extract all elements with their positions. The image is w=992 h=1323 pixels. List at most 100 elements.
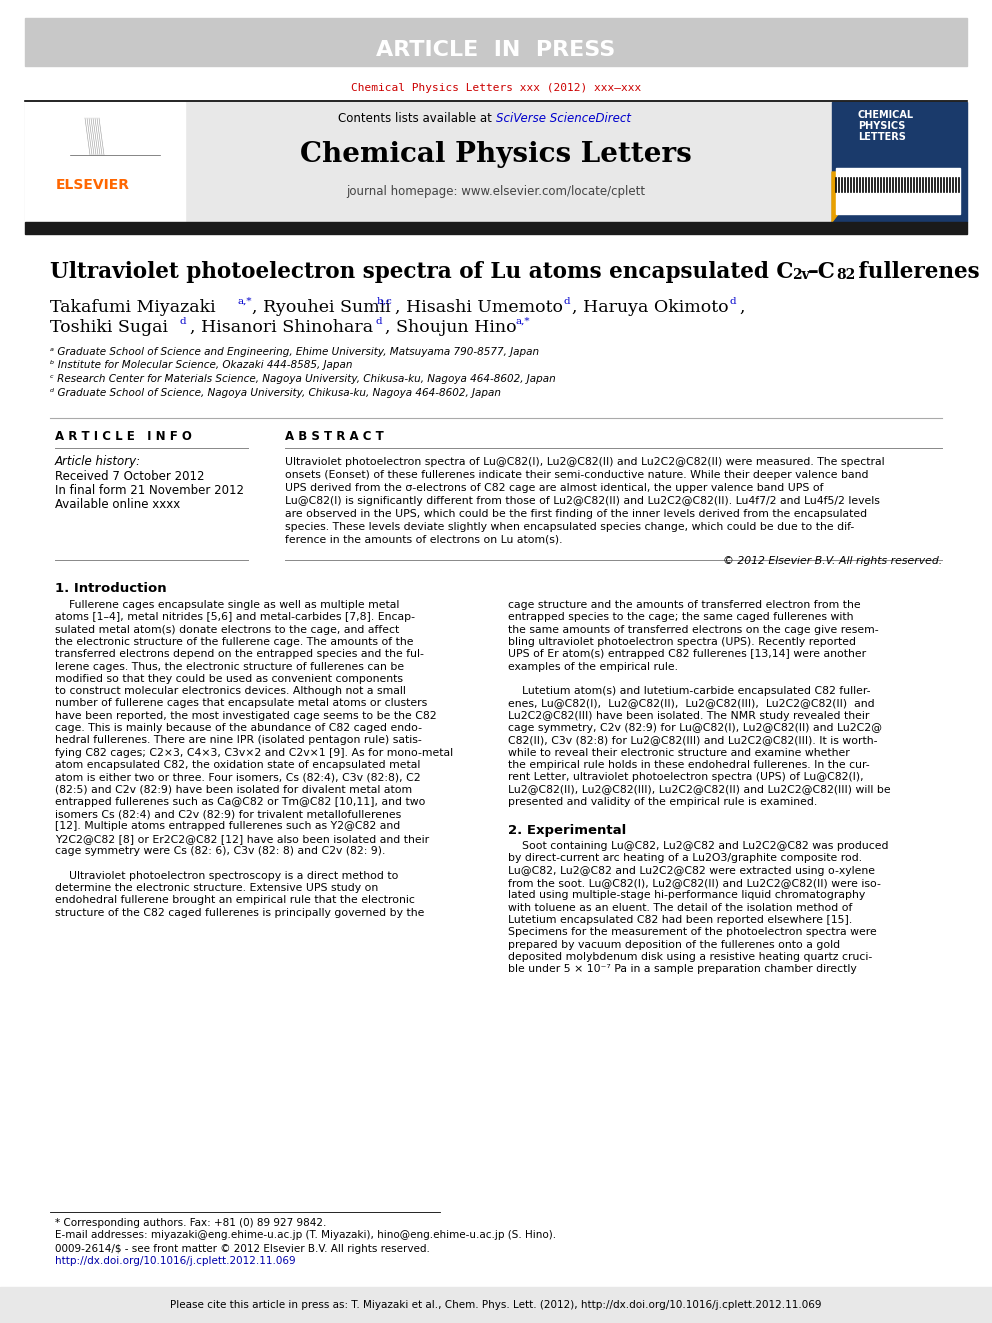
Text: –C: –C — [808, 261, 836, 283]
Text: Chemical Physics Letters: Chemical Physics Letters — [301, 142, 691, 168]
Text: are observed in the UPS, which could be the first finding of the inner levels de: are observed in the UPS, which could be … — [285, 509, 867, 519]
Text: Lu@C82(I) is significantly different from those of Lu2@C82(II) and Lu2C2@C82(II): Lu@C82(I) is significantly different fro… — [285, 496, 880, 505]
Text: endohedral fullerene brought an empirical rule that the electronic: endohedral fullerene brought an empirica… — [55, 896, 415, 905]
Text: ference in the amounts of electrons on Lu atom(s).: ference in the amounts of electrons on L… — [285, 534, 562, 545]
Text: Ultraviolet photoelectron spectroscopy is a direct method to: Ultraviolet photoelectron spectroscopy i… — [55, 871, 399, 881]
Text: Lutetium atom(s) and lutetium-carbide encapsulated C82 fuller-: Lutetium atom(s) and lutetium-carbide en… — [508, 687, 871, 696]
Text: Lutetium encapsulated C82 had been reported elsewhere [15].: Lutetium encapsulated C82 had been repor… — [508, 916, 852, 925]
Text: determine the electronic structure. Extensive UPS study on: determine the electronic structure. Exte… — [55, 882, 378, 893]
Text: deposited molybdenum disk using a resistive heating quartz cruci-: deposited molybdenum disk using a resist… — [508, 951, 872, 962]
Text: cage. This is mainly because of the abundance of C82 caged endo-: cage. This is mainly because of the abun… — [55, 722, 422, 733]
Text: d: d — [180, 316, 186, 325]
Text: * Corresponding authors. Fax: +81 (0) 89 927 9842.: * Corresponding authors. Fax: +81 (0) 89… — [55, 1218, 326, 1228]
Text: hedral fullerenes. There are nine IPR (isolated pentagon rule) satis-: hedral fullerenes. There are nine IPR (i… — [55, 736, 422, 745]
Text: d: d — [730, 296, 737, 306]
Text: number of fullerene cages that encapsulate metal atoms or clusters: number of fullerene cages that encapsula… — [55, 699, 428, 708]
Text: prepared by vacuum deposition of the fullerenes onto a gold: prepared by vacuum deposition of the ful… — [508, 939, 840, 950]
Text: cage structure and the amounts of transferred electron from the: cage structure and the amounts of transf… — [508, 601, 861, 610]
Text: E-mail addresses: miyazaki@eng.ehime-u.ac.jp (T. Miyazaki), hino@eng.ehime-u.ac.: E-mail addresses: miyazaki@eng.ehime-u.a… — [55, 1230, 557, 1240]
Text: modified so that they could be used as convenient components: modified so that they could be used as c… — [55, 673, 403, 684]
Text: Soot containing Lu@C82, Lu2@C82 and Lu2C2@C82 was produced: Soot containing Lu@C82, Lu2@C82 and Lu2C… — [508, 841, 889, 851]
Text: UPS of Er atom(s) entrapped C82 fullerenes [13,14] were another: UPS of Er atom(s) entrapped C82 fulleren… — [508, 650, 866, 659]
Text: onsets (Eonset) of these fullerenes indicate their semi-conductive nature. While: onsets (Eonset) of these fullerenes indi… — [285, 470, 869, 480]
Text: In final form 21 November 2012: In final form 21 November 2012 — [55, 483, 244, 496]
Bar — [836, 168, 960, 214]
Text: Available online xxxx: Available online xxxx — [55, 497, 181, 511]
Text: cage symmetry were Cs (82: 6), C3v (82: 8) and C2v (82: 9).: cage symmetry were Cs (82: 6), C3v (82: … — [55, 845, 385, 856]
Polygon shape — [832, 172, 870, 222]
Text: have been reported, the most investigated cage seems to be the C82: have been reported, the most investigate… — [55, 710, 436, 721]
Text: a,*: a,* — [515, 316, 530, 325]
Text: cage symmetry, C2v (82:9) for Lu@C82(I), Lu2@C82(II) and Lu2C2@: cage symmetry, C2v (82:9) for Lu@C82(I),… — [508, 722, 882, 733]
Text: atom is either two or three. Four isomers, Cs (82:4), C3v (82:8), C2: atom is either two or three. Four isomer… — [55, 773, 421, 782]
Text: , Hisashi Umemoto: , Hisashi Umemoto — [395, 299, 563, 315]
Bar — [25, 19, 967, 66]
Text: examples of the empirical rule.: examples of the empirical rule. — [508, 662, 678, 672]
Text: isomers Cs (82:4) and C2v (82:9) for trivalent metallofullerenes: isomers Cs (82:4) and C2v (82:9) for tri… — [55, 810, 401, 819]
Text: atoms [1–4], metal nitrides [5,6] and metal-carbides [7,8]. Encap-: atoms [1–4], metal nitrides [5,6] and me… — [55, 613, 415, 622]
Text: entrapped species to the cage; the same caged fullerenes with: entrapped species to the cage; the same … — [508, 613, 853, 622]
Text: , Haruya Okimoto: , Haruya Okimoto — [572, 299, 729, 315]
Text: 2. Experimental: 2. Experimental — [508, 824, 626, 836]
Text: Takafumi Miyazaki: Takafumi Miyazaki — [50, 299, 215, 315]
Bar — [0, 1287, 992, 1323]
Text: bling ultraviolet photoelectron spectra (UPS). Recently reported: bling ultraviolet photoelectron spectra … — [508, 636, 856, 647]
Text: C82(II), C3v (82:8) for Lu2@C82(III) and Lu2C2@C82(III). It is worth-: C82(II), C3v (82:8) for Lu2@C82(III) and… — [508, 736, 878, 745]
Text: LETTERS: LETTERS — [858, 132, 906, 142]
Text: rent Letter, ultraviolet photoelectron spectra (UPS) of Lu@C82(I),: rent Letter, ultraviolet photoelectron s… — [508, 773, 864, 782]
Text: Lu@C82, Lu2@C82 and Lu2C2@C82 were extracted using o-xylene: Lu@C82, Lu2@C82 and Lu2C2@C82 were extra… — [508, 865, 875, 876]
Text: CHEMICAL: CHEMICAL — [858, 110, 914, 120]
Text: ,: , — [739, 299, 745, 315]
Text: d: d — [375, 316, 382, 325]
Bar — [832, 102, 967, 222]
Text: transferred electrons depend on the entrapped species and the ful-: transferred electrons depend on the entr… — [55, 650, 424, 659]
Text: fullerenes: fullerenes — [851, 261, 980, 283]
Text: ᵈ Graduate School of Science, Nagoya University, Chikusa-ku, Nagoya 464-8602, Ja: ᵈ Graduate School of Science, Nagoya Uni… — [50, 388, 501, 397]
Text: , Hisanori Shinohara: , Hisanori Shinohara — [190, 319, 373, 336]
Text: Lu2@C82(II), Lu2@C82(III), Lu2C2@C82(II) and Lu2C2@C82(III) will be: Lu2@C82(II), Lu2@C82(III), Lu2C2@C82(II)… — [508, 785, 891, 795]
Text: Toshiki Sugai: Toshiki Sugai — [50, 319, 168, 336]
Text: ᵇ Institute for Molecular Science, Okazaki 444-8585, Japan: ᵇ Institute for Molecular Science, Okaza… — [50, 360, 352, 370]
Text: ELSEVIER: ELSEVIER — [56, 179, 130, 192]
Text: journal homepage: www.elsevier.com/locate/cplett: journal homepage: www.elsevier.com/locat… — [346, 185, 646, 198]
Bar — [25, 222, 967, 234]
Text: Specimens for the measurement of the photoelectron spectra were: Specimens for the measurement of the pho… — [508, 927, 877, 937]
Text: ᵃ Graduate School of Science and Engineering, Ehime University, Matsuyama 790-85: ᵃ Graduate School of Science and Enginee… — [50, 347, 539, 357]
Text: Ultraviolet photoelectron spectra of Lu@C82(I), Lu2@C82(II) and Lu2C2@C82(II) we: Ultraviolet photoelectron spectra of Lu@… — [285, 456, 885, 467]
Bar — [25, 102, 967, 222]
Text: [12]. Multiple atoms entrapped fullerenes such as Y2@C82 and: [12]. Multiple atoms entrapped fullerene… — [55, 822, 400, 831]
Text: ᶜ Research Center for Materials Science, Nagoya University, Chikusa-ku, Nagoya 4: ᶜ Research Center for Materials Science,… — [50, 374, 556, 384]
Text: species. These levels deviate slightly when encapsulated species change, which c: species. These levels deviate slightly w… — [285, 523, 854, 532]
Text: lated using multiple-stage hi-performance liquid chromatography: lated using multiple-stage hi-performanc… — [508, 890, 865, 900]
Text: 2v: 2v — [792, 269, 809, 282]
Text: d: d — [563, 296, 569, 306]
Text: the empirical rule holds in these endohedral fullerenes. In the cur-: the empirical rule holds in these endohe… — [508, 759, 870, 770]
Text: Chemical Physics Letters xxx (2012) xxx–xxx: Chemical Physics Letters xxx (2012) xxx–… — [351, 83, 641, 93]
Text: © 2012 Elsevier B.V. All rights reserved.: © 2012 Elsevier B.V. All rights reserved… — [723, 556, 942, 566]
Text: entrapped fullerenes such as Ca@C82 or Tm@C82 [10,11], and two: entrapped fullerenes such as Ca@C82 or T… — [55, 796, 426, 807]
Text: Contents lists available at: Contents lists available at — [338, 111, 496, 124]
Text: to construct molecular electronics devices. Although not a small: to construct molecular electronics devic… — [55, 687, 406, 696]
Text: with toluene as an eluent. The detail of the isolation method of: with toluene as an eluent. The detail of… — [508, 902, 852, 913]
Bar — [25, 102, 185, 222]
Text: while to reveal their electronic structure and examine whether: while to reveal their electronic structu… — [508, 747, 850, 758]
Text: the electronic structure of the fullerene cage. The amounts of the: the electronic structure of the fulleren… — [55, 636, 414, 647]
Text: from the soot. Lu@C82(I), Lu2@C82(II) and Lu2C2@C82(II) were iso-: from the soot. Lu@C82(I), Lu2@C82(II) an… — [508, 878, 881, 888]
Text: Ultraviolet photoelectron spectra of Lu atoms encapsulated C: Ultraviolet photoelectron spectra of Lu … — [50, 261, 794, 283]
Text: sulated metal atom(s) donate electrons to the cage, and affect: sulated metal atom(s) donate electrons t… — [55, 624, 399, 635]
Text: UPS derived from the σ-electrons of C82 cage are almost identical, the upper val: UPS derived from the σ-electrons of C82 … — [285, 483, 823, 493]
Text: Y2C2@C82 [8] or Er2C2@C82 [12] have also been isolated and their: Y2C2@C82 [8] or Er2C2@C82 [12] have also… — [55, 833, 430, 844]
Text: 1. Introduction: 1. Introduction — [55, 582, 167, 595]
Text: ble under 5 × 10⁻⁷ Pa in a sample preparation chamber directly: ble under 5 × 10⁻⁷ Pa in a sample prepar… — [508, 964, 857, 974]
Text: Lu2C2@C82(III) have been isolated. The NMR study revealed their: Lu2C2@C82(III) have been isolated. The N… — [508, 710, 869, 721]
Text: lerene cages. Thus, the electronic structure of fullerenes can be: lerene cages. Thus, the electronic struc… — [55, 662, 404, 672]
Text: Received 7 October 2012: Received 7 October 2012 — [55, 470, 204, 483]
Text: atom encapsulated C82, the oxidation state of encapsulated metal: atom encapsulated C82, the oxidation sta… — [55, 759, 421, 770]
Text: PHYSICS: PHYSICS — [858, 120, 906, 131]
Text: , Shoujun Hino: , Shoujun Hino — [385, 319, 517, 336]
Text: Please cite this article in press as: T. Miyazaki et al., Chem. Phys. Lett. (201: Please cite this article in press as: T.… — [171, 1301, 821, 1310]
Text: A R T I C L E   I N F O: A R T I C L E I N F O — [55, 430, 191, 443]
Text: b,c: b,c — [377, 296, 393, 306]
Text: by direct-current arc heating of a Lu2O3/graphite composite rod.: by direct-current arc heating of a Lu2O3… — [508, 853, 862, 864]
Text: (82:5) and C2v (82:9) have been isolated for divalent metal atom: (82:5) and C2v (82:9) have been isolated… — [55, 785, 412, 795]
